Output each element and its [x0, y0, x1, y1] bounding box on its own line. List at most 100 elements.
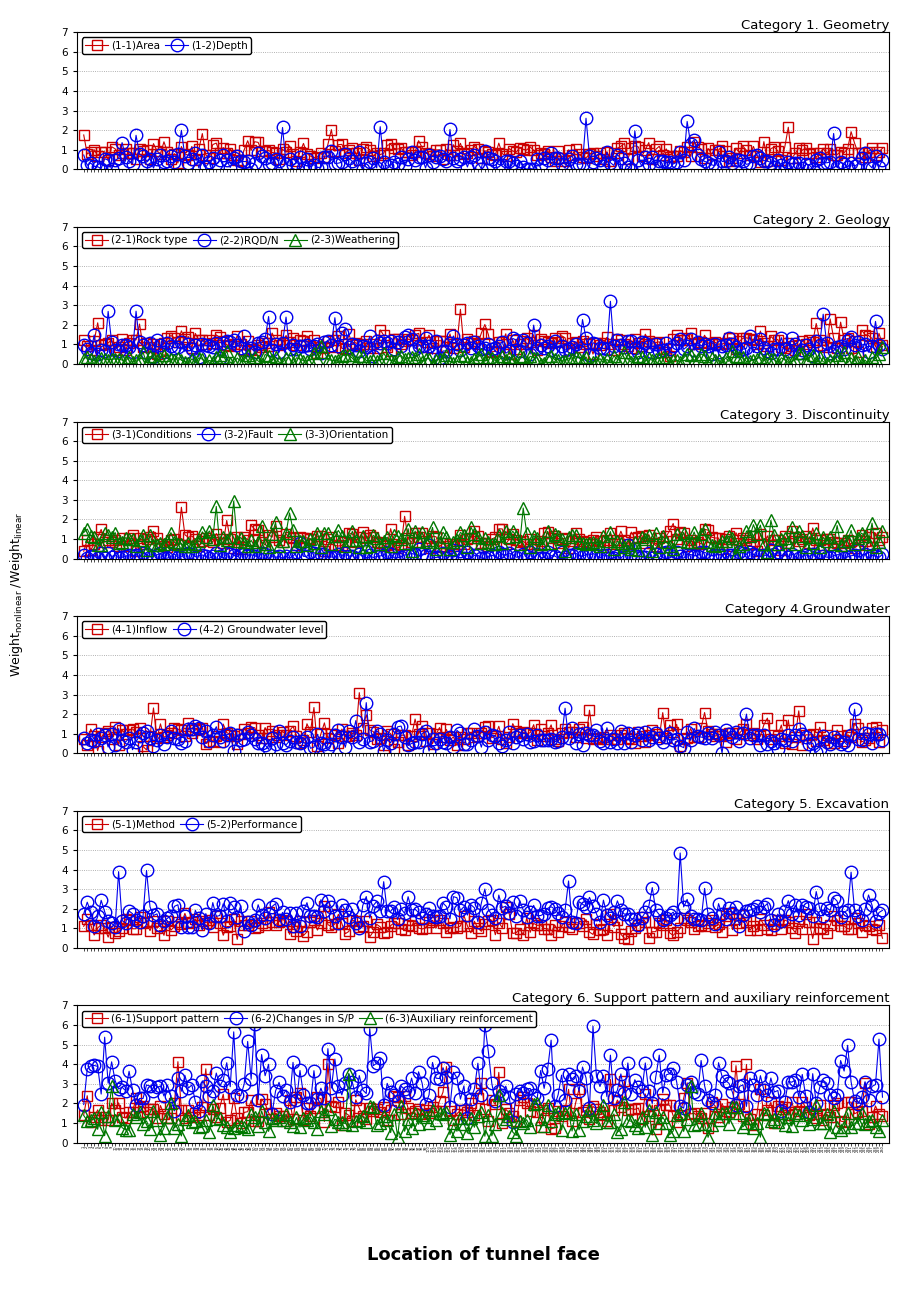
- (1-2)Depth: [876, 152, 887, 168]
- (5-2)Performance: [354, 920, 364, 936]
- Text: Category 4.Groundwater: Category 4.Groundwater: [724, 603, 888, 616]
- (3-2)Fault: [719, 551, 730, 567]
- Line: (3-3)Orientation: (3-3)Orientation: [78, 496, 887, 560]
- (3-3)Orientation: [688, 524, 699, 540]
- (3-1)Conditions: [228, 541, 239, 556]
- (4-1)Inflow: [357, 720, 368, 736]
- (3-2)Fault: [733, 545, 744, 560]
- (3-1)Conditions: [730, 525, 741, 541]
- (4-1)Inflow: [824, 735, 834, 750]
- (5-2)Performance: [225, 895, 235, 910]
- (2-3)Weathering: [354, 349, 364, 364]
- (5-2)Performance: [716, 906, 727, 922]
- (2-2)RQD/N: [78, 337, 89, 352]
- (6-2)Changes in S/P: [507, 1114, 518, 1130]
- (5-1)Method: [716, 924, 727, 940]
- (2-2)RQD/N: [350, 337, 361, 352]
- (1-2)Depth: [228, 150, 239, 165]
- (6-2)Changes in S/P: [354, 1068, 364, 1083]
- (4-1)Inflow: [716, 728, 727, 744]
- (2-3)Weathering: [876, 338, 887, 354]
- (1-1)Area: [688, 134, 699, 150]
- Legend: (1-1)Area, (1-2)Depth: (1-1)Area, (1-2)Depth: [82, 37, 251, 54]
- (6-3)Auxiliary reinforcement: [78, 1108, 89, 1123]
- (1-1)Area: [730, 141, 741, 156]
- (2-3)Weathering: [78, 351, 89, 367]
- Text: Category 1. Geometry: Category 1. Geometry: [741, 19, 888, 32]
- Text: Category 6. Support pattern and auxiliary reinforcement: Category 6. Support pattern and auxiliar…: [511, 993, 888, 1006]
- (3-2)Fault: [294, 534, 305, 550]
- (4-1)Inflow: [78, 732, 89, 747]
- (2-1)Rock type: [664, 349, 675, 364]
- (2-2)RQD/N: [716, 338, 727, 354]
- (3-2)Fault: [713, 547, 723, 563]
- (3-3)Orientation: [354, 540, 364, 555]
- (3-1)Conditions: [354, 529, 364, 545]
- (4-1)Inflow: [876, 722, 887, 737]
- (4-1)Inflow: [92, 742, 103, 758]
- Text: Category 2. Geology: Category 2. Geology: [751, 214, 888, 227]
- Line: (2-2)RQD/N: (2-2)RQD/N: [78, 296, 888, 365]
- (5-1)Method: [232, 932, 243, 948]
- (2-2)RQD/N: [225, 334, 235, 350]
- (4-1)Inflow: [354, 686, 364, 701]
- (1-2)Depth: [78, 147, 89, 163]
- Line: (1-1)Area: (1-1)Area: [78, 123, 887, 168]
- (1-1)Area: [354, 152, 364, 168]
- (3-3)Orientation: [824, 529, 834, 545]
- (5-1)Method: [225, 919, 235, 935]
- (2-2)RQD/N: [692, 334, 703, 350]
- (3-2)Fault: [354, 546, 364, 562]
- (3-3)Orientation: [733, 538, 744, 554]
- (6-1)Support pattern: [716, 1096, 727, 1112]
- (4-2) Groundwater level: [876, 732, 887, 747]
- (2-1)Rock type: [824, 311, 834, 327]
- (6-1)Support pattern: [354, 1100, 364, 1115]
- (3-2)Fault: [225, 546, 235, 562]
- (4-2) Groundwater level: [716, 745, 727, 760]
- Text: Location of tunnel face: Location of tunnel face: [366, 1246, 599, 1264]
- (2-3)Weathering: [824, 352, 834, 368]
- Line: (5-2)Performance: (5-2)Performance: [78, 847, 888, 937]
- (1-1)Area: [713, 142, 723, 158]
- (1-1)Area: [876, 141, 887, 156]
- (5-2)Performance: [824, 902, 834, 918]
- Line: (6-2)Changes in S/P: (6-2)Changes in S/P: [78, 1019, 888, 1128]
- (2-1)Rock type: [225, 338, 235, 354]
- (3-3)Orientation: [713, 537, 723, 553]
- (6-1)Support pattern: [733, 1096, 744, 1112]
- (5-2)Performance: [674, 846, 685, 861]
- (2-1)Rock type: [733, 333, 744, 349]
- Legend: (4-1)Inflow, (4-2) Groundwater level: (4-1)Inflow, (4-2) Groundwater level: [82, 621, 326, 638]
- (1-2)Depth: [580, 111, 591, 127]
- Line: (4-1)Inflow: (4-1)Inflow: [78, 688, 887, 755]
- (2-1)Rock type: [455, 302, 465, 318]
- (3-2)Fault: [876, 546, 887, 562]
- (3-2)Fault: [688, 547, 699, 563]
- (2-3)Weathering: [733, 350, 744, 365]
- (3-3)Orientation: [730, 547, 741, 563]
- (6-3)Auxiliary reinforcement: [824, 1124, 834, 1140]
- (4-2) Groundwater level: [713, 727, 723, 742]
- (3-2)Fault: [824, 550, 834, 565]
- (6-3)Auxiliary reinforcement: [876, 1112, 887, 1127]
- (4-2) Groundwater level: [225, 726, 235, 741]
- (3-1)Conditions: [876, 529, 887, 545]
- (6-3)Auxiliary reinforcement: [733, 1105, 744, 1121]
- (5-1)Method: [876, 931, 887, 946]
- (6-1)Support pattern: [876, 1108, 887, 1123]
- (6-1)Support pattern: [228, 1091, 239, 1106]
- Legend: (6-1)Support pattern, (6-2)Changes in S/P, (6-3)Auxiliary reinforcement: (6-1)Support pattern, (6-2)Changes in S/…: [82, 1011, 535, 1026]
- (2-2)RQD/N: [824, 345, 834, 360]
- (4-2) Groundwater level: [361, 695, 372, 710]
- (2-1)Rock type: [692, 336, 703, 351]
- Legend: (5-1)Method, (5-2)Performance: (5-1)Method, (5-2)Performance: [82, 816, 300, 833]
- (2-3)Weathering: [511, 356, 521, 372]
- (5-2)Performance: [876, 902, 887, 918]
- (6-2)Changes in S/P: [225, 1079, 235, 1095]
- (6-2)Changes in S/P: [876, 1090, 887, 1105]
- Line: (3-2)Fault: (3-2)Fault: [78, 537, 888, 564]
- (4-1)Inflow: [692, 729, 703, 745]
- (1-2)Depth: [692, 147, 703, 163]
- Legend: (2-1)Rock type, (2-2)RQD/N, (2-3)Weathering: (2-1)Rock type, (2-2)RQD/N, (2-3)Weather…: [82, 232, 398, 248]
